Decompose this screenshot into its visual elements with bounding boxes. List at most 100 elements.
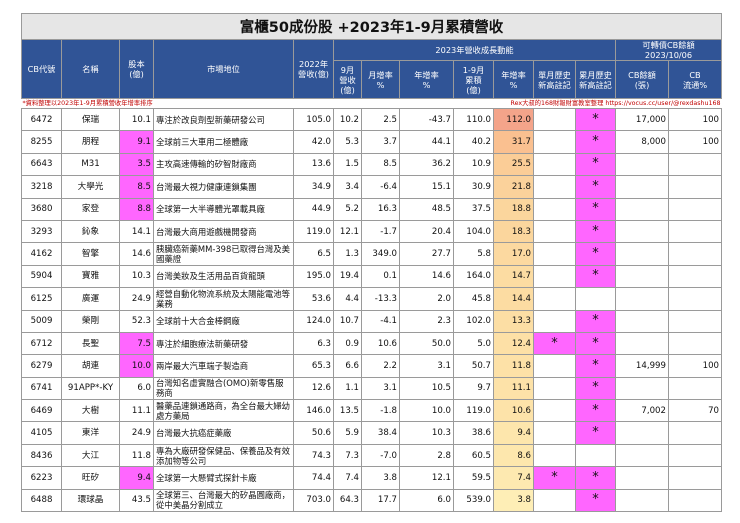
cb-ratio-cell — [667, 466, 723, 490]
ytd-revenue-cell: 45.8 — [453, 287, 494, 311]
sep-revenue-cell: 7.3 — [333, 443, 362, 468]
ytd-revenue-cell: 60.5 — [453, 443, 494, 468]
name-cell: 胡連 — [61, 354, 120, 378]
yoy-cell: 14.6 — [399, 264, 454, 289]
header-ytd-revenue: 1-9月 累積 (億) — [453, 60, 494, 99]
revenue-table: 富櫃50成份股 +2023年1-9月累積營收 CB代號 名稱 股本 (億) 市場… — [20, 13, 723, 513]
table-row: 6223 旺矽 9.4 全球第一大懸臂式探針卡廠 74.4 7.4 3.8 12.1 59.5 7… — [21, 466, 723, 490]
name-cell: 朋程 — [61, 130, 120, 154]
cb-code-cell: 5009 — [21, 309, 62, 333]
yoy-cell: 2.8 — [399, 443, 454, 468]
cb-ratio-cell — [667, 443, 723, 468]
rev-2022-cell: 13.6 — [293, 152, 334, 177]
name-cell: 大學光 — [61, 175, 120, 199]
cb-ratio-cell — [667, 219, 723, 244]
header-ytd-yoy: 年增率 % — [493, 60, 534, 99]
sep-revenue-cell: 1.1 — [333, 376, 362, 401]
rev-2022-cell: 74.4 — [293, 466, 334, 490]
single-month-high-cell — [533, 354, 576, 378]
single-month-high-cell — [533, 152, 576, 177]
table-row: 4105 東洋 24.9 台灣最大抗癌症藥廠 50.6 5.9 38.4 10.3 38.6 9.… — [21, 421, 723, 445]
ytd-yoy-cell: 11.1 — [493, 376, 534, 401]
ytd-revenue-cell: 37.5 — [453, 197, 494, 221]
ytd-yoy-cell: 18.3 — [493, 219, 534, 244]
cb-balance-cell — [615, 331, 669, 356]
cb-ratio-cell — [667, 152, 723, 177]
market-position-cell: 主攻高速傳輸的矽智財廠商 — [153, 152, 294, 177]
capital-cell: 14.6 — [119, 242, 154, 266]
yoy-cell: 3.1 — [399, 354, 454, 378]
sep-revenue-cell: 19.4 — [333, 264, 362, 289]
header-growth-group: 2023年營收成長動能 — [333, 39, 616, 61]
table-row: 5009 榮剛 52.3 全球前十大合金棒鋼廠 124.0 10.7 -4.1 2.3 102.… — [21, 309, 723, 333]
single-month-high-cell: * — [533, 466, 576, 490]
sep-revenue-cell: 5.9 — [333, 421, 362, 445]
ytd-revenue-cell: 102.0 — [453, 309, 494, 333]
mom-cell: -1.7 — [361, 219, 400, 244]
rev-2022-cell: 53.6 — [293, 287, 334, 311]
rev-2022-cell: 42.0 — [293, 130, 334, 154]
capital-cell: 11.8 — [119, 443, 154, 468]
rev-2022-cell: 6.3 — [293, 331, 334, 356]
rev-2022-cell: 65.3 — [293, 354, 334, 378]
name-cell: 大樹 — [61, 399, 120, 423]
ytd-yoy-cell: 14.4 — [493, 287, 534, 311]
ytd-revenue-cell: 539.0 — [453, 488, 494, 513]
sep-revenue-cell: 13.5 — [333, 399, 362, 423]
market-position-cell: 台灣最大視力健康連鎖集團 — [153, 175, 294, 199]
name-cell: 大江 — [61, 443, 120, 468]
single-month-high-cell — [533, 130, 576, 154]
market-position-cell: 兩岸最大汽車端子製造商 — [153, 354, 294, 378]
header-sep-revenue: 9月 營收 (億) — [333, 60, 362, 99]
ytd-revenue-cell: 40.2 — [453, 130, 494, 154]
cumulative-high-cell: * — [575, 264, 616, 289]
yoy-cell: 20.4 — [399, 219, 454, 244]
ytd-revenue-cell: 104.0 — [453, 219, 494, 244]
header-row-1: CB代號 名稱 股本 (億) 市場地位 2022年 營收(億) 2023年營收成… — [21, 39, 723, 99]
cb-ratio-cell — [667, 421, 723, 445]
yoy-cell: 48.5 — [399, 197, 454, 221]
capital-cell: 11.1 — [119, 399, 154, 423]
cb-ratio-cell: 70 — [667, 399, 723, 423]
capital-cell: 9.4 — [119, 466, 154, 490]
cb-code-cell: 6125 — [21, 287, 62, 311]
cb-balance-cell: 8,000 — [615, 130, 669, 154]
capital-cell: 14.1 — [119, 219, 154, 244]
sep-revenue-cell: 64.3 — [333, 488, 362, 513]
cb-code-cell: 8436 — [21, 443, 62, 468]
mom-cell: -1.8 — [361, 399, 400, 423]
market-position-cell: 專注於改良劑型新藥研發公司 — [153, 107, 294, 132]
cb-ratio-cell — [667, 331, 723, 356]
cb-ratio-cell: 100 — [667, 354, 723, 378]
rev-2022-cell: 34.9 — [293, 175, 334, 199]
cb-ratio-cell — [667, 287, 723, 311]
cb-code-cell: 4105 — [21, 421, 62, 445]
ytd-yoy-cell: 11.8 — [493, 354, 534, 378]
cumulative-high-cell: * — [575, 488, 616, 513]
market-position-cell: 醫藥品連鎖通路商，為全台最大婦幼處方藥局 — [153, 399, 294, 423]
capital-cell: 10.1 — [119, 107, 154, 132]
header-yoy: 年增率 % — [399, 60, 454, 99]
cb-ratio-cell — [667, 264, 723, 289]
cumulative-high-cell — [575, 287, 616, 311]
cb-balance-cell — [615, 466, 669, 490]
yoy-cell: 2.0 — [399, 287, 454, 311]
yoy-cell: 10.3 — [399, 421, 454, 445]
cb-balance-cell — [615, 219, 669, 244]
sep-revenue-cell: 10.2 — [333, 107, 362, 132]
name-cell: 東洋 — [61, 421, 120, 445]
mom-cell: 3.7 — [361, 130, 400, 154]
sep-revenue-cell: 5.3 — [333, 130, 362, 154]
mom-cell: -7.0 — [361, 443, 400, 468]
ytd-yoy-cell: 12.4 — [493, 331, 534, 356]
cumulative-high-cell: * — [575, 175, 616, 199]
cb-balance-cell: 14,999 — [615, 354, 669, 378]
market-position-cell: 台灣知名虛實融合(OMO)新零售服務商 — [153, 376, 294, 401]
capital-cell: 24.9 — [119, 421, 154, 445]
header-mom: 月增率 % — [361, 60, 400, 99]
cumulative-high-cell: * — [575, 331, 616, 356]
sep-revenue-cell: 6.6 — [333, 354, 362, 378]
market-position-cell: 台灣最大抗癌症藥廠 — [153, 421, 294, 445]
rev-2022-cell: 44.9 — [293, 197, 334, 221]
rev-2022-cell: 119.0 — [293, 219, 334, 244]
